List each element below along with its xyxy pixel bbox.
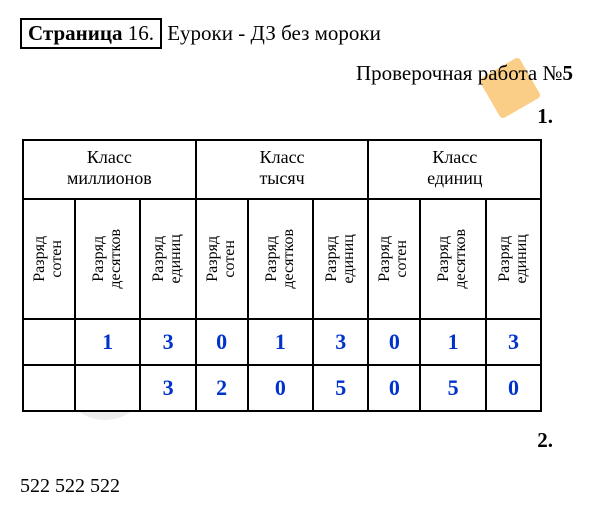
rank-1: Разряд десятков [75,199,141,319]
table-row: 1 3 0 1 3 0 1 3 [23,319,541,365]
subtitle-num: 5 [563,61,574,85]
cell-r0c1: 1 [75,319,141,365]
page-number: 16. [128,21,154,45]
rank-5: Разряд единиц [313,199,368,319]
cell-r0c5: 3 [313,319,368,365]
page-label: Страница [28,21,122,45]
cell-r1c4: 0 [248,365,314,411]
rank-0: Разряд сотен [23,199,75,319]
cell-r1c2: 3 [140,365,195,411]
class-head-units: Класс единиц [368,140,541,199]
class-head-millions: Класс миллионов [23,140,196,199]
rank-6: Разряд сотен [368,199,420,319]
cell-r1c8: 0 [486,365,541,411]
bottom-number: 522 522 522 [20,475,593,498]
rank-4: Разряд десятков [248,199,314,319]
task2-label: 2. [20,428,593,453]
rank-2: Разряд единиц [140,199,195,319]
task1-label: 1. [20,104,593,129]
cell-r0c4: 1 [248,319,314,365]
cell-r0c3: 0 [196,319,248,365]
tagline: Еуроки - ДЗ без мороки [162,21,381,45]
cell-r1c3: 2 [196,365,248,411]
rank-8: Разряд единиц [486,199,541,319]
cell-r0c8: 3 [486,319,541,365]
cell-r1c6: 0 [368,365,420,411]
cell-r0c2: 3 [140,319,195,365]
subtitle: Проверочная работа №5 [20,61,593,86]
class-head-thousands: Класс тысяч [196,140,369,199]
subtitle-text: Проверочная работа № [356,61,563,85]
cell-r1c0 [23,365,75,411]
cell-r0c0 [23,319,75,365]
cell-r1c7: 5 [420,365,486,411]
cell-r0c7: 1 [420,319,486,365]
table-row: 3 2 0 5 0 5 0 [23,365,541,411]
header-line: Страница 16. Еуроки - ДЗ без мороки [20,18,593,49]
page-box: Страница 16. [20,18,162,49]
cell-r1c1 [75,365,141,411]
rank-7: Разряд десятков [420,199,486,319]
rank-3: Разряд сотен [196,199,248,319]
cell-r0c6: 0 [368,319,420,365]
cell-r1c5: 5 [313,365,368,411]
place-value-table: Класс миллионов Класс тысяч Класс единиц… [22,139,542,412]
